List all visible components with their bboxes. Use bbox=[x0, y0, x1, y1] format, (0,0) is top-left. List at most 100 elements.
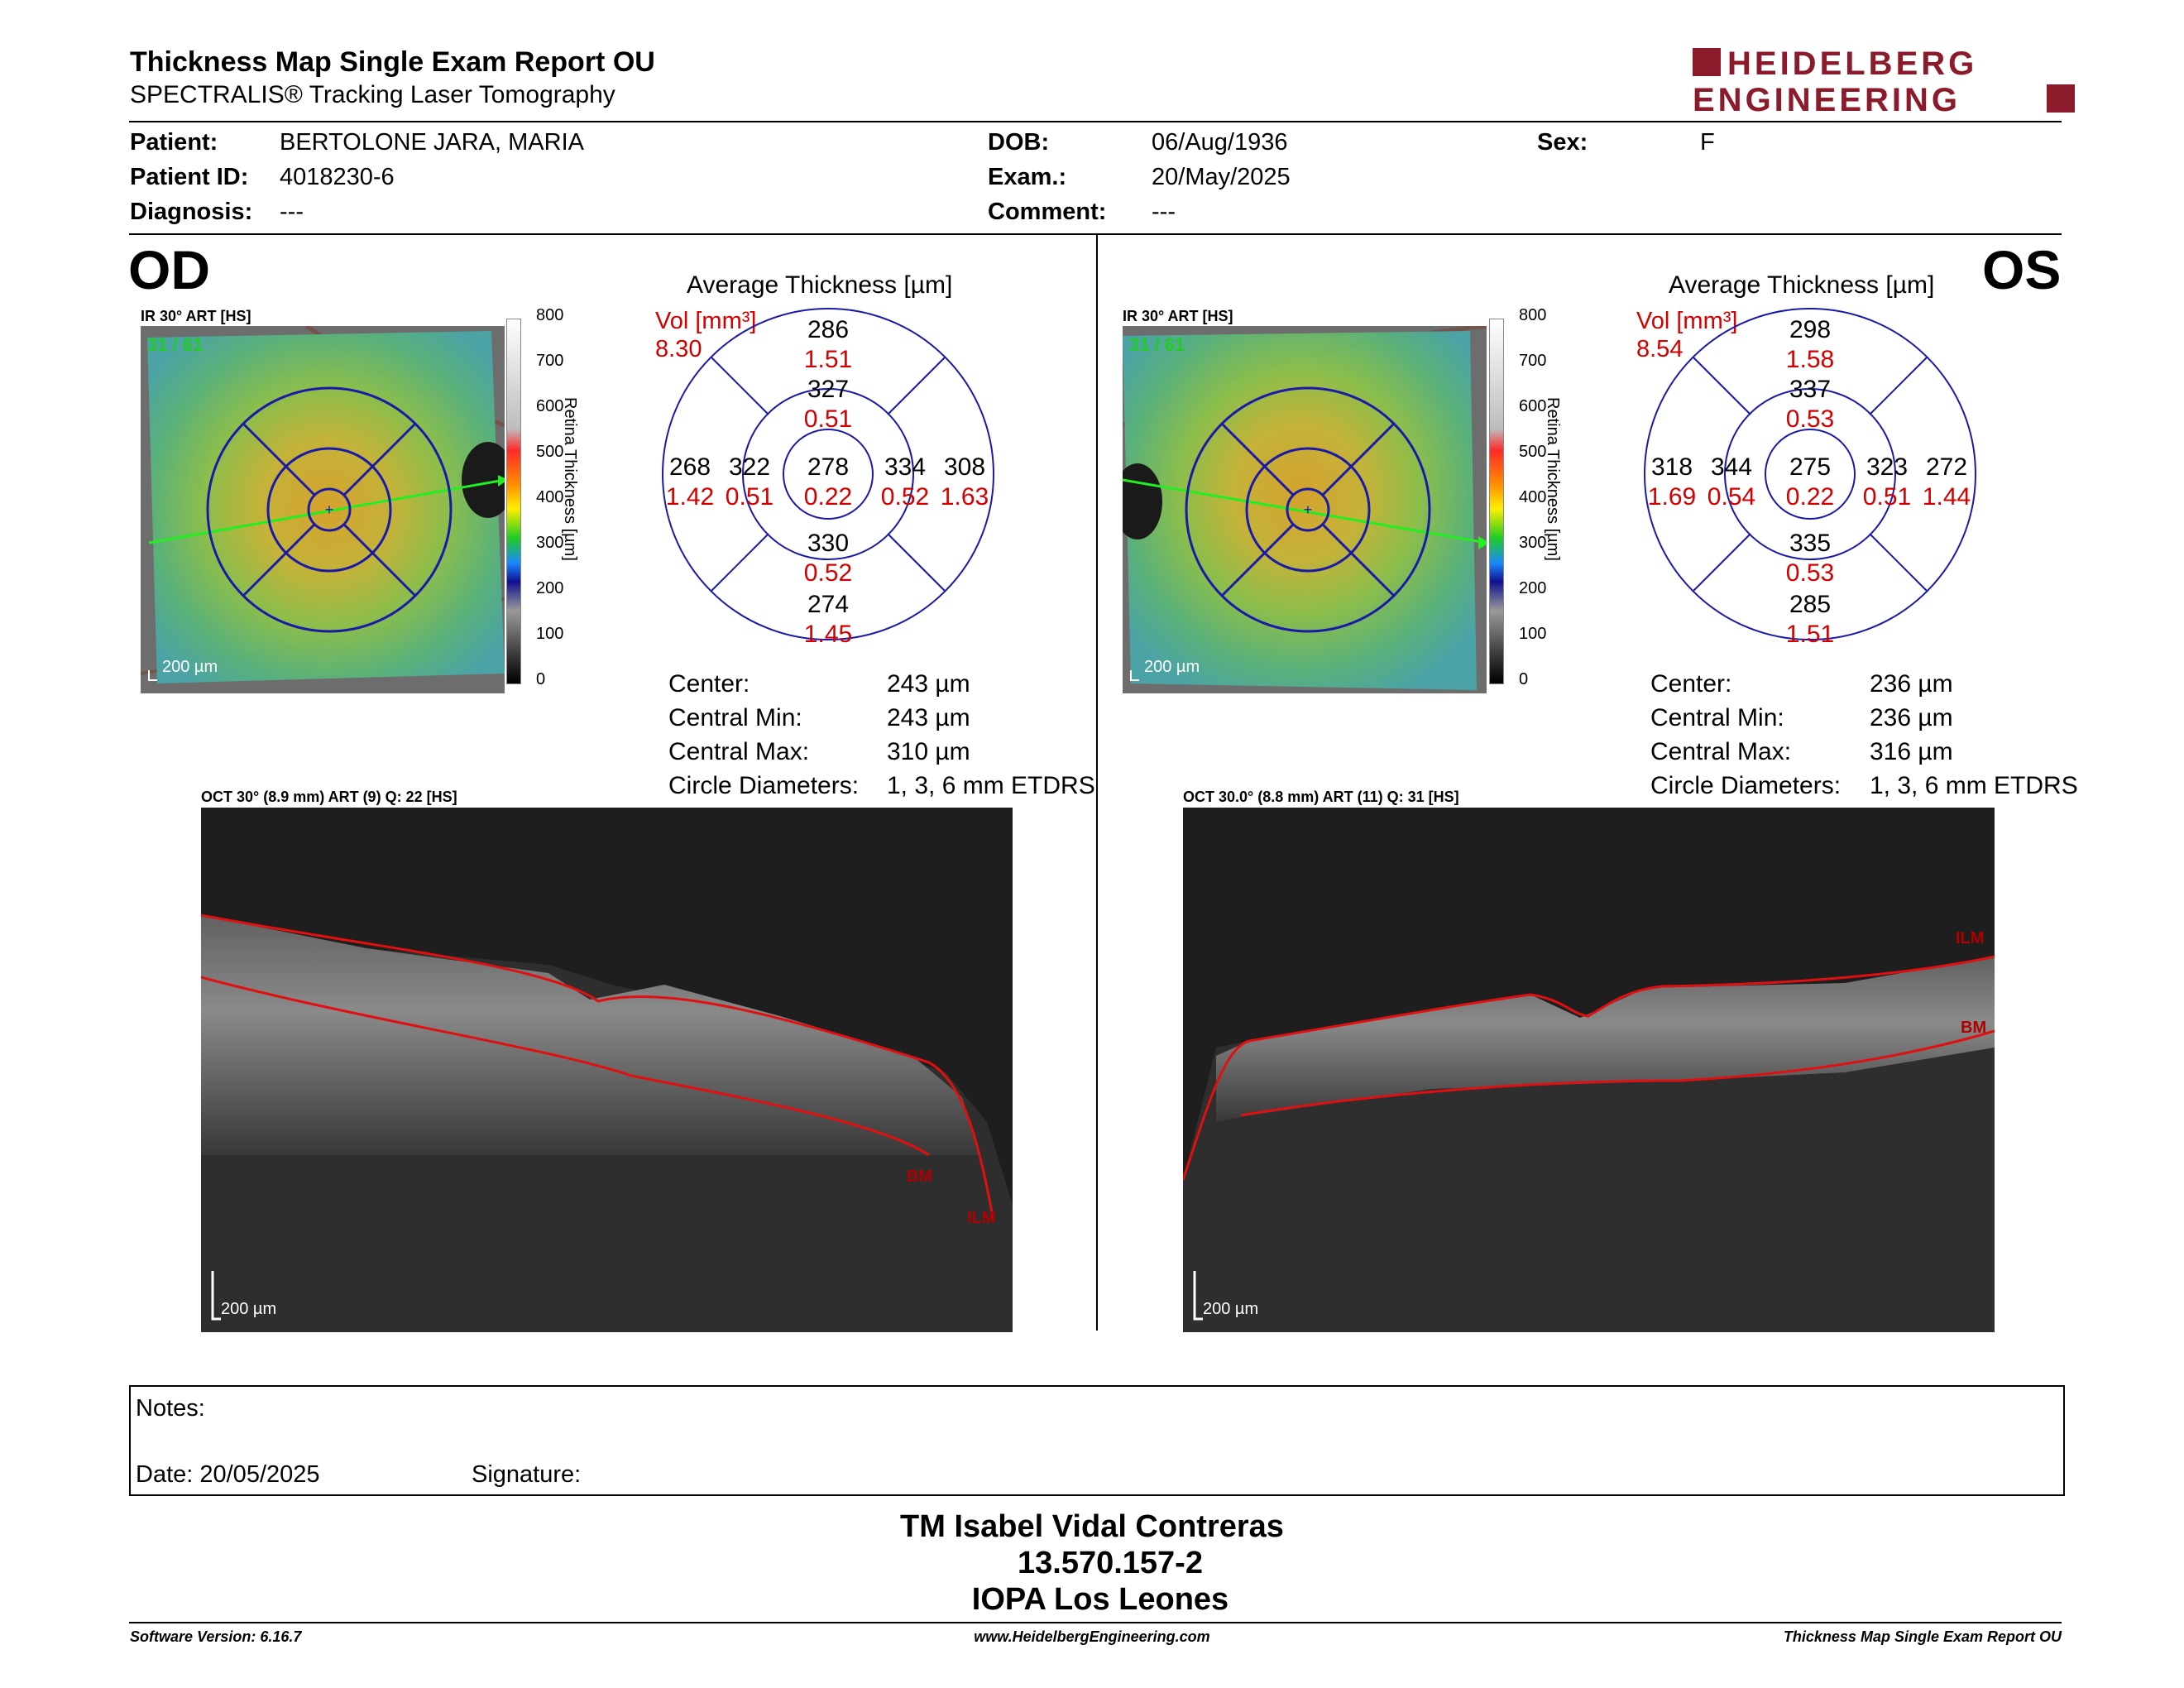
svg-text:285: 285 bbox=[1789, 591, 1831, 618]
os-etdrs-grid: 298 1.58 337 0.53 275 0.22 335 0.53 285 … bbox=[1644, 308, 1976, 648]
od-vol-label: Vol [mm³] bbox=[655, 308, 757, 334]
notes-label: Notes: bbox=[136, 1395, 205, 1422]
sex-value: F bbox=[1700, 129, 1715, 156]
svg-text:1.51: 1.51 bbox=[1786, 621, 1834, 648]
dob-value: 06/Aug/1936 bbox=[1152, 129, 1288, 156]
svg-text:1.58: 1.58 bbox=[1786, 346, 1834, 373]
eye-divider bbox=[1096, 235, 1098, 1331]
os-ilm-label: ILM bbox=[1956, 929, 1984, 947]
os-diam-value: 1, 3, 6 mm ETDRS bbox=[1870, 772, 2078, 799]
od-colorbar-ticks: 800 700 600 500 400 300 200 100 0 bbox=[536, 306, 564, 688]
od-eye-label: OD bbox=[128, 239, 210, 300]
svg-text:0.53: 0.53 bbox=[1786, 405, 1834, 433]
od-oct-scale: 200 µm bbox=[221, 1300, 276, 1318]
od-ilm-label: ILM bbox=[967, 1209, 995, 1227]
os-eye-label: OS bbox=[1982, 239, 2062, 300]
svg-text:1.44: 1.44 bbox=[1923, 483, 1971, 511]
patient-id: 4018230-6 bbox=[280, 164, 395, 190]
svg-text:1.63: 1.63 bbox=[941, 483, 989, 511]
svg-text:+: + bbox=[325, 501, 334, 518]
footer-divider bbox=[129, 1622, 2062, 1623]
svg-text:0.51: 0.51 bbox=[726, 483, 774, 511]
od-diam-value: 1, 3, 6 mm ETDRS bbox=[887, 772, 1095, 799]
os-thickness-map: + 31 / 61 200 µm bbox=[1123, 326, 1487, 693]
svg-text:274: 274 bbox=[807, 591, 849, 618]
exam-label: Exam.: bbox=[988, 164, 1067, 190]
header-divider bbox=[129, 121, 2062, 122]
svg-text:318: 318 bbox=[1651, 453, 1693, 481]
os-oct-bscan: ILM BM 200 µm bbox=[1183, 808, 1995, 1332]
od-bm-label: BM bbox=[907, 1168, 932, 1186]
signer-org: IOPA Los Leones bbox=[971, 1582, 1229, 1617]
svg-text:330: 330 bbox=[807, 530, 849, 557]
svg-text:0.52: 0.52 bbox=[804, 559, 852, 587]
od-avg-title: Average Thickness [µm] bbox=[687, 271, 953, 299]
od-oct-bscan: BM ILM 200 µm bbox=[201, 808, 1013, 1332]
od-diam-label: Circle Diameters: bbox=[668, 772, 860, 799]
svg-text:322: 322 bbox=[729, 453, 770, 481]
website-link[interactable]: www.HeidelbergEngineering.com bbox=[974, 1628, 1210, 1645]
logo-line1: HEIDELBERG bbox=[1727, 46, 1977, 82]
od-cmin-value: 243 µm bbox=[887, 704, 970, 731]
os-center-label: Center: bbox=[1650, 670, 1732, 698]
od-colorbar-label: Retina Thickness [µm] bbox=[561, 397, 579, 561]
od-frames-count: 31 / 61 bbox=[147, 334, 203, 355]
diagnosis-label: Diagnosis: bbox=[130, 199, 253, 225]
software-version: Software Version: 6.16.7 bbox=[130, 1628, 302, 1645]
svg-text:1.42: 1.42 bbox=[666, 483, 714, 511]
os-bm-label: BM bbox=[1961, 1019, 1986, 1037]
diagnosis-value: --- bbox=[280, 199, 304, 225]
svg-text:308: 308 bbox=[944, 453, 985, 481]
svg-text:0.51: 0.51 bbox=[1863, 483, 1911, 511]
footer-report-name: Thickness Map Single Exam Report OU bbox=[1783, 1628, 2062, 1645]
od-ir-caption: IR 30° ART [HS] bbox=[141, 308, 251, 324]
od-cmin-label: Central Min: bbox=[668, 704, 802, 731]
comment-label: Comment: bbox=[988, 199, 1107, 225]
sex-label: Sex: bbox=[1537, 129, 1588, 156]
os-vol-label: Vol [mm³] bbox=[1636, 308, 1738, 334]
report-title: Thickness Map Single Exam Report OU bbox=[130, 46, 655, 78]
os-avg-title: Average Thickness [µm] bbox=[1669, 271, 1935, 299]
signer-id: 13.570.157-2 bbox=[1018, 1546, 1203, 1580]
svg-text:1.45: 1.45 bbox=[804, 621, 852, 648]
notes-box[interactable]: Notes: Date: 20/05/2025 Signature: bbox=[129, 1385, 2065, 1496]
od-center-value: 243 µm bbox=[887, 670, 970, 698]
svg-text:275: 275 bbox=[1789, 453, 1831, 481]
os-oct-caption: OCT 30.0° (8.8 mm) ART (11) Q: 31 [HS] bbox=[1183, 789, 1459, 805]
os-cmin-label: Central Min: bbox=[1650, 704, 1784, 731]
os-colorbar-label: Retina Thickness [µm] bbox=[1544, 397, 1562, 561]
svg-text:323: 323 bbox=[1866, 453, 1908, 481]
svg-text:0.54: 0.54 bbox=[1707, 483, 1755, 511]
svg-text:0.52: 0.52 bbox=[881, 483, 929, 511]
svg-text:0.51: 0.51 bbox=[804, 405, 852, 433]
logo-line2: ENGINEERING bbox=[1693, 82, 1961, 116]
od-oct-caption: OCT 30° (8.9 mm) ART (9) Q: 22 [HS] bbox=[201, 789, 457, 805]
svg-text:335: 335 bbox=[1789, 530, 1831, 557]
svg-text:+: + bbox=[1304, 501, 1313, 518]
svg-text:278: 278 bbox=[807, 453, 849, 481]
os-ir-caption: IR 30° ART [HS] bbox=[1123, 308, 1233, 324]
exam-value: 20/May/2025 bbox=[1152, 164, 1291, 190]
svg-text:1.69: 1.69 bbox=[1648, 483, 1696, 511]
svg-text:334: 334 bbox=[884, 453, 926, 481]
os-map-scale: 200 µm bbox=[1144, 658, 1200, 676]
os-cmax-label: Central Max: bbox=[1650, 738, 1792, 765]
os-colorbar bbox=[1489, 319, 1514, 684]
patient-name: BERTOLONE JARA, MARIA bbox=[280, 129, 584, 156]
svg-text:0.22: 0.22 bbox=[1786, 483, 1834, 511]
os-colorbar-ticks: 800 700 600 500 400 300 200 100 0 bbox=[1519, 306, 1547, 688]
os-oct-scale: 200 µm bbox=[1203, 1300, 1258, 1318]
os-cmax-value: 316 µm bbox=[1870, 738, 1953, 765]
report-subtitle: SPECTRALIS® Tracking Laser Tomography bbox=[130, 81, 615, 108]
signer-name: TM Isabel Vidal Contreras bbox=[900, 1509, 1284, 1544]
svg-text:1.51: 1.51 bbox=[804, 346, 852, 373]
od-vol-value: 8.30 bbox=[655, 336, 702, 362]
svg-text:298: 298 bbox=[1789, 316, 1831, 343]
os-center-value: 236 µm bbox=[1870, 670, 1953, 698]
svg-text:268: 268 bbox=[669, 453, 711, 481]
patient-id-label: Patient ID: bbox=[130, 164, 249, 190]
od-cmax-label: Central Max: bbox=[668, 738, 810, 765]
svg-text:327: 327 bbox=[807, 376, 849, 403]
od-thickness-map: + 31 / 61 200 µm bbox=[141, 326, 505, 693]
svg-text:337: 337 bbox=[1789, 376, 1831, 403]
